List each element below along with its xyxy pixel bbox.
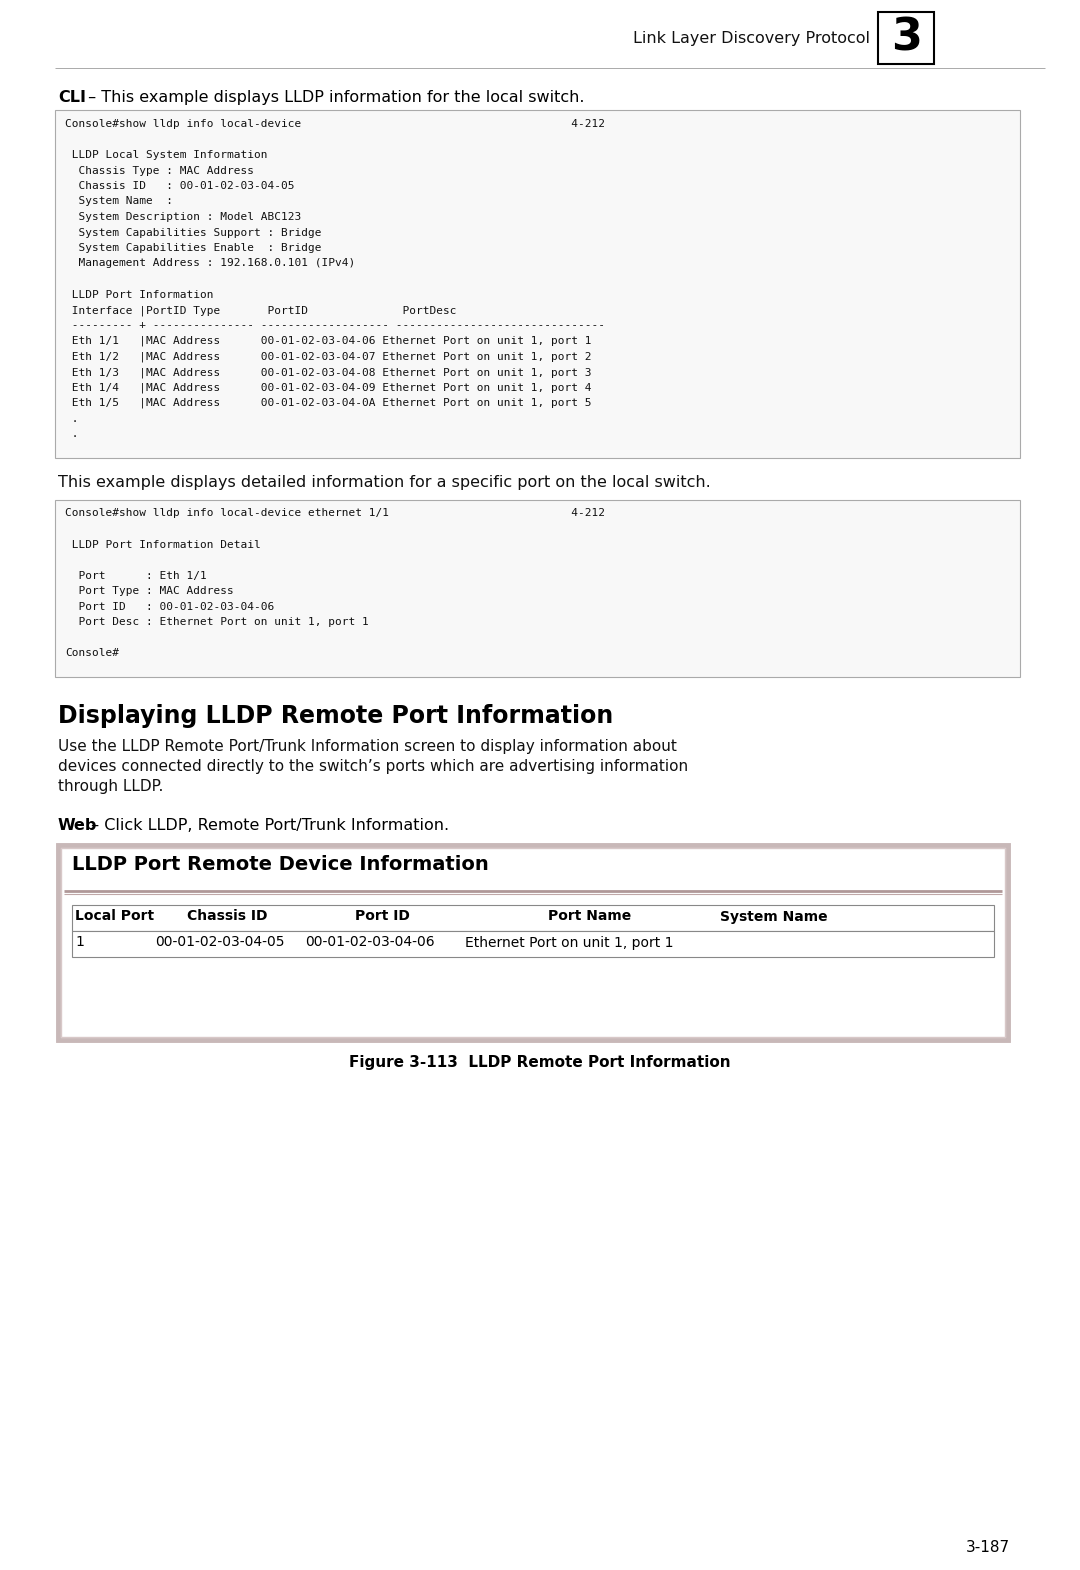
Text: Console#: Console# bbox=[65, 648, 119, 658]
Text: 00-01-02-03-04-05: 00-01-02-03-04-05 bbox=[156, 936, 284, 950]
Text: Port ID   : 00-01-02-03-04-06: Port ID : 00-01-02-03-04-06 bbox=[65, 601, 274, 611]
Bar bbox=[72, 904, 994, 931]
Text: --------- + --------------- ------------------- -------------------------------: --------- + --------------- ------------… bbox=[65, 320, 605, 331]
Text: Interface |PortID Type       PortID              PortDesc: Interface |PortID Type PortID PortDesc bbox=[65, 305, 457, 316]
Text: 1: 1 bbox=[75, 936, 84, 950]
Text: Port ID: Port ID bbox=[354, 909, 409, 923]
Text: Eth 1/2   |MAC Address      00-01-02-03-04-07 Ethernet Port on unit 1, port 2: Eth 1/2 |MAC Address 00-01-02-03-04-07 E… bbox=[65, 352, 592, 363]
Bar bbox=[72, 931, 994, 956]
Text: 3-187: 3-187 bbox=[966, 1540, 1010, 1554]
Text: Link Layer Discovery Protocol: Link Layer Discovery Protocol bbox=[633, 30, 870, 46]
Text: – This example displays LLDP information for the local switch.: – This example displays LLDP information… bbox=[83, 89, 584, 105]
Text: 3: 3 bbox=[891, 17, 921, 60]
Text: Use the LLDP Remote Port/Trunk Information screen to display information about: Use the LLDP Remote Port/Trunk Informati… bbox=[58, 738, 677, 754]
Text: Chassis Type : MAC Address: Chassis Type : MAC Address bbox=[65, 165, 254, 176]
Text: Port Name: Port Name bbox=[548, 909, 631, 923]
Text: LLDP Port Information: LLDP Port Information bbox=[65, 289, 214, 300]
Text: – Click LLDP, Remote Port/Trunk Information.: – Click LLDP, Remote Port/Trunk Informat… bbox=[86, 818, 449, 834]
Text: .: . bbox=[65, 413, 79, 424]
Text: Ethernet Port on unit 1, port 1: Ethernet Port on unit 1, port 1 bbox=[465, 936, 674, 950]
Text: This example displays detailed information for a specific port on the local swit: This example displays detailed informati… bbox=[58, 476, 711, 490]
Text: Web: Web bbox=[58, 818, 97, 834]
Text: Local Port: Local Port bbox=[75, 909, 154, 923]
Text: Figure 3-113  LLDP Remote Port Information: Figure 3-113 LLDP Remote Port Informatio… bbox=[349, 1055, 731, 1071]
Text: through LLDP.: through LLDP. bbox=[58, 779, 163, 793]
Text: Displaying LLDP Remote Port Information: Displaying LLDP Remote Port Information bbox=[58, 705, 613, 728]
Text: System Description : Model ABC123: System Description : Model ABC123 bbox=[65, 212, 301, 221]
Bar bbox=[58, 845, 1008, 1039]
Text: LLDP Local System Information: LLDP Local System Information bbox=[65, 151, 268, 160]
Text: LLDP Port Remote Device Information: LLDP Port Remote Device Information bbox=[72, 854, 489, 873]
Text: Console#show lldp info local-device                                        4-212: Console#show lldp info local-device 4-21… bbox=[65, 119, 605, 129]
Text: Chassis ID: Chassis ID bbox=[187, 909, 267, 923]
Text: Port      : Eth 1/1: Port : Eth 1/1 bbox=[65, 570, 206, 581]
Text: Eth 1/5   |MAC Address      00-01-02-03-04-0A Ethernet Port on unit 1, port 5: Eth 1/5 |MAC Address 00-01-02-03-04-0A E… bbox=[65, 399, 592, 408]
Text: Chassis ID   : 00-01-02-03-04-05: Chassis ID : 00-01-02-03-04-05 bbox=[65, 181, 295, 192]
Text: 00-01-02-03-04-06: 00-01-02-03-04-06 bbox=[305, 936, 434, 950]
Text: .: . bbox=[65, 429, 79, 440]
Text: LLDP Port Information Detail: LLDP Port Information Detail bbox=[65, 540, 260, 549]
Bar bbox=[55, 110, 1020, 457]
Bar bbox=[878, 13, 934, 64]
Text: Management Address : 192.168.0.101 (IPv4): Management Address : 192.168.0.101 (IPv4… bbox=[65, 259, 355, 268]
Text: devices connected directly to the switch’s ports which are advertising informati: devices connected directly to the switch… bbox=[58, 758, 688, 774]
Text: Console#show lldp info local-device ethernet 1/1                           4-212: Console#show lldp info local-device ethe… bbox=[65, 509, 605, 518]
Text: Port Type : MAC Address: Port Type : MAC Address bbox=[65, 586, 233, 597]
Text: System Name: System Name bbox=[720, 909, 827, 923]
Text: System Capabilities Support : Bridge: System Capabilities Support : Bridge bbox=[65, 228, 322, 237]
Bar bbox=[55, 499, 1020, 677]
Text: Port Desc : Ethernet Port on unit 1, port 1: Port Desc : Ethernet Port on unit 1, por… bbox=[65, 617, 368, 626]
Text: Eth 1/4   |MAC Address      00-01-02-03-04-09 Ethernet Port on unit 1, port 4: Eth 1/4 |MAC Address 00-01-02-03-04-09 E… bbox=[65, 383, 592, 392]
Text: System Capabilities Enable  : Bridge: System Capabilities Enable : Bridge bbox=[65, 243, 322, 253]
Text: CLI: CLI bbox=[58, 89, 86, 105]
Bar bbox=[60, 848, 1005, 1036]
Text: System Name  :: System Name : bbox=[65, 196, 173, 207]
Text: Eth 1/1   |MAC Address      00-01-02-03-04-06 Ethernet Port on unit 1, port 1: Eth 1/1 |MAC Address 00-01-02-03-04-06 E… bbox=[65, 336, 592, 347]
Text: Eth 1/3   |MAC Address      00-01-02-03-04-08 Ethernet Port on unit 1, port 3: Eth 1/3 |MAC Address 00-01-02-03-04-08 E… bbox=[65, 367, 592, 377]
